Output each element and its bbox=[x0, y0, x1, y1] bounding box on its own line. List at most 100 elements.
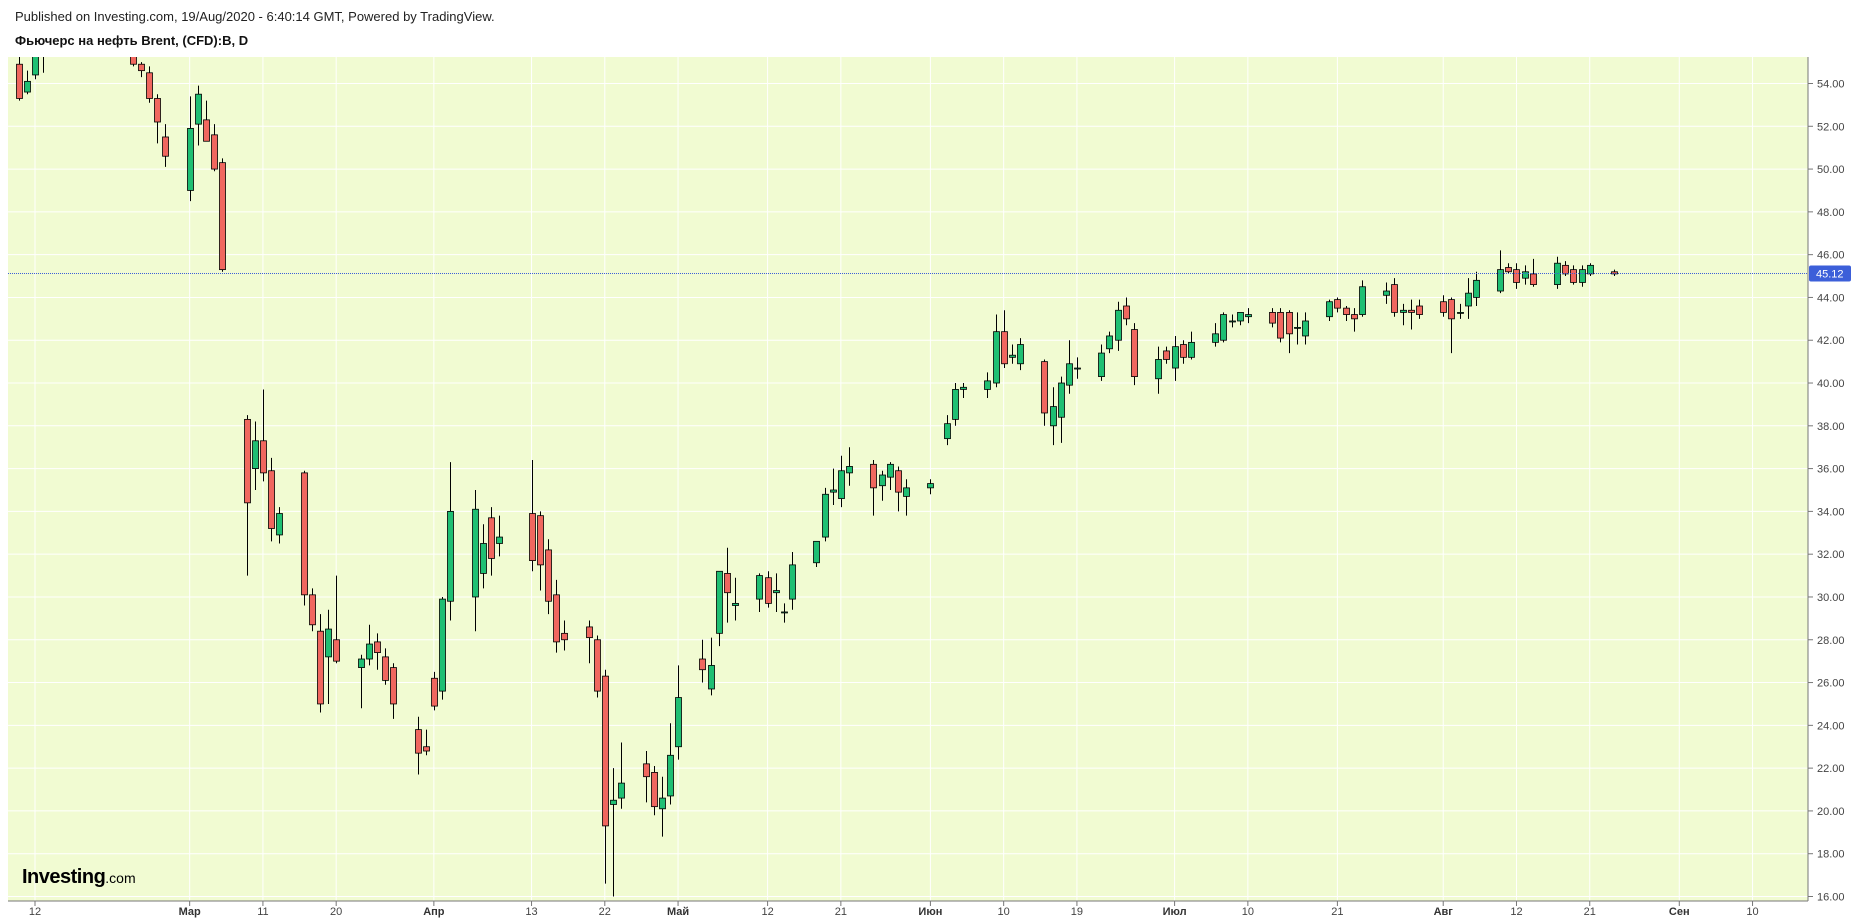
candle[interactable] bbox=[1351, 308, 1358, 332]
candle[interactable] bbox=[1334, 297, 1341, 313]
candle[interactable] bbox=[1131, 323, 1138, 386]
candle[interactable] bbox=[1001, 310, 1008, 369]
candle[interactable] bbox=[1416, 299, 1423, 319]
candle[interactable] bbox=[358, 654, 365, 709]
candle[interactable] bbox=[756, 573, 763, 612]
candle[interactable] bbox=[1180, 340, 1187, 364]
candle[interactable] bbox=[952, 383, 959, 426]
candle[interactable] bbox=[1229, 314, 1236, 328]
candle[interactable] bbox=[1098, 344, 1105, 381]
candle[interactable] bbox=[895, 466, 902, 512]
candle[interactable] bbox=[472, 489, 479, 632]
candle[interactable] bbox=[211, 124, 218, 172]
candle[interactable] bbox=[24, 70, 31, 95]
candle[interactable] bbox=[879, 470, 886, 501]
candle[interactable] bbox=[382, 648, 389, 685]
candle[interactable] bbox=[1408, 299, 1415, 330]
candle[interactable] bbox=[98, 0, 104, 2]
candle[interactable] bbox=[659, 776, 666, 837]
candle[interactable] bbox=[260, 389, 267, 482]
candle[interactable] bbox=[138, 62, 145, 78]
candle[interactable] bbox=[1579, 265, 1586, 287]
candle[interactable] bbox=[390, 663, 397, 719]
candle[interactable] bbox=[1562, 261, 1569, 277]
candle[interactable] bbox=[480, 524, 487, 589]
candle[interactable] bbox=[366, 624, 373, 666]
investing-logo[interactable]: Investing.com bbox=[22, 866, 136, 889]
candle[interactable] bbox=[716, 570, 723, 647]
candle[interactable] bbox=[602, 669, 609, 884]
candle[interactable] bbox=[1269, 308, 1276, 328]
candle[interactable] bbox=[1009, 344, 1016, 364]
candle[interactable] bbox=[276, 507, 283, 544]
candle[interactable] bbox=[960, 383, 967, 398]
candle[interactable] bbox=[1220, 312, 1227, 343]
candle[interactable] bbox=[699, 639, 706, 683]
candle[interactable] bbox=[1172, 335, 1179, 381]
candle[interactable] bbox=[447, 462, 454, 621]
candle[interactable] bbox=[1302, 312, 1309, 345]
candle[interactable] bbox=[870, 460, 877, 516]
candle[interactable] bbox=[813, 540, 820, 568]
candle[interactable] bbox=[1277, 308, 1284, 343]
candle[interactable] bbox=[1245, 308, 1252, 324]
candle[interactable] bbox=[561, 620, 568, 651]
candle[interactable] bbox=[1465, 278, 1472, 319]
candle[interactable] bbox=[325, 609, 332, 704]
candle[interactable] bbox=[1513, 263, 1520, 289]
candle[interactable] bbox=[309, 588, 316, 632]
candle[interactable] bbox=[765, 571, 772, 608]
candle[interactable] bbox=[822, 487, 829, 542]
price-axis[interactable]: 16.00 18.00 20.00 22.00 24.00 26.00 28.00 30.00… bbox=[1808, 78, 1845, 904]
candle[interactable] bbox=[651, 765, 658, 816]
candle[interactable] bbox=[830, 468, 837, 505]
candle[interactable] bbox=[219, 158, 226, 272]
candle[interactable] bbox=[944, 415, 951, 446]
candle[interactable] bbox=[1530, 258, 1537, 287]
candle[interactable] bbox=[333, 575, 340, 664]
candle[interactable] bbox=[16, 56, 23, 101]
candle[interactable] bbox=[846, 447, 853, 486]
candle[interactable] bbox=[203, 100, 210, 142]
candle[interactable] bbox=[1326, 299, 1333, 321]
candle[interactable] bbox=[1497, 250, 1504, 294]
candle[interactable] bbox=[488, 507, 495, 576]
candle[interactable] bbox=[1017, 338, 1024, 371]
candle[interactable] bbox=[154, 94, 161, 144]
candle[interactable] bbox=[1212, 323, 1219, 347]
candle[interactable] bbox=[984, 372, 991, 398]
time-axis[interactable]: 12 Мар 11 20 Апр 13 22 Май 12 21 Июн 10 19 Июл 10 21 Авг… bbox=[29, 901, 1759, 918]
candle[interactable] bbox=[252, 421, 259, 490]
candle[interactable] bbox=[887, 462, 894, 490]
candle[interactable] bbox=[130, 11, 137, 67]
candle[interactable] bbox=[781, 603, 788, 623]
candle[interactable] bbox=[903, 479, 910, 516]
candle[interactable] bbox=[374, 633, 381, 670]
candle[interactable] bbox=[106, 0, 112, 6]
candle[interactable] bbox=[187, 96, 194, 202]
candle[interactable] bbox=[195, 85, 202, 146]
candle[interactable] bbox=[927, 479, 934, 495]
candle[interactable] bbox=[1058, 376, 1065, 443]
candle[interactable] bbox=[1473, 271, 1480, 306]
candle[interactable] bbox=[643, 751, 650, 803]
candle[interactable] bbox=[1570, 265, 1577, 285]
candle[interactable] bbox=[1359, 280, 1366, 317]
candle[interactable] bbox=[415, 716, 422, 775]
candle[interactable] bbox=[618, 742, 625, 809]
candle[interactable] bbox=[529, 460, 536, 572]
candle[interactable] bbox=[1115, 301, 1122, 351]
candle[interactable] bbox=[594, 635, 601, 698]
candle[interactable] bbox=[41, 32, 47, 73]
candle[interactable] bbox=[1383, 282, 1390, 304]
candle[interactable] bbox=[1440, 295, 1447, 317]
candle[interactable] bbox=[1066, 340, 1073, 394]
candle[interactable] bbox=[1391, 278, 1398, 317]
candle[interactable] bbox=[244, 415, 251, 576]
candle[interactable] bbox=[1106, 331, 1113, 354]
candle[interactable] bbox=[586, 620, 593, 664]
candle[interactable] bbox=[724, 547, 731, 623]
candle[interactable] bbox=[553, 579, 560, 653]
candle[interactable] bbox=[1505, 263, 1512, 274]
candle[interactable] bbox=[146, 66, 153, 103]
